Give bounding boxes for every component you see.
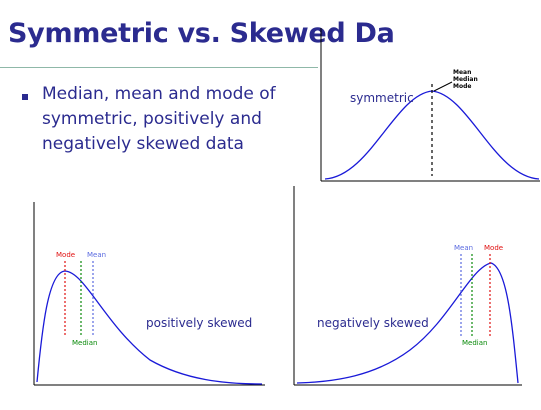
negative-mode-label: Mode [484,244,503,252]
symmetric-label: symmetric [350,91,414,105]
negative-label: negatively skewed [317,316,429,330]
positive-mean-label: Mean [87,251,106,259]
negative-curve [296,262,519,384]
negative-median-label: Median [462,339,487,347]
positive-mode-label: Mode [56,251,75,259]
positive-curve [36,270,263,385]
symmetric-marker-pointer [433,81,453,92]
symmetric-mean-marker: Mean [453,69,471,76]
symmetric-mode-marker: Mode [453,83,471,90]
title-divider [0,67,318,68]
slide-title: Symmetric vs. Skewed Da [8,18,395,49]
bullet-text: Median, mean and mode of symmetric, posi… [42,84,276,154]
bullet-square-icon [22,94,28,100]
positive-median-label: Median [72,339,97,347]
positive-label: positively skewed [146,316,252,330]
symmetric-median-marker: Median [453,76,478,83]
negative-mean-label: Mean [454,244,473,252]
